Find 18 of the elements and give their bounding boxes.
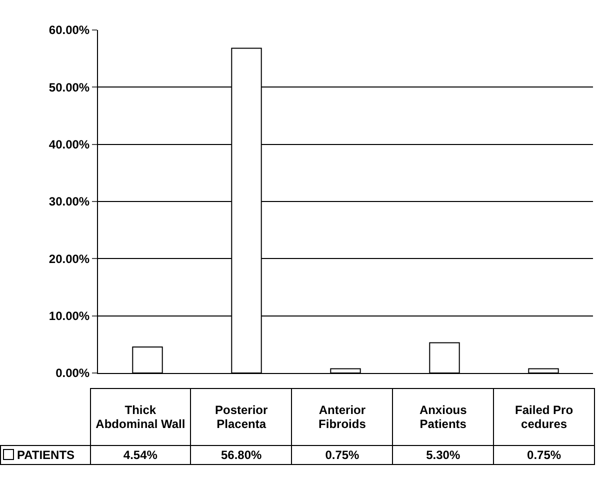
x-tick-label: Thick Abdominal Wall [90,388,191,446]
legend-label: PATIENTS [0,446,90,464]
x-tick-label: Anterior Fibroids [292,388,393,446]
y-tick-label: 30.00% [48,194,90,209]
y-tick-label: 50.00% [48,80,90,94]
y-tick-label: 0.00% [56,366,90,380]
y-tick-label: 20.00% [48,252,90,266]
y-tick-label: 40.00% [48,138,90,152]
x-tick-label: Posterior Placenta [190,388,292,446]
data-label: 0.75% [494,446,594,464]
x-tick-label: Anxious Patients [392,388,494,446]
data-label: 4.54% [90,446,191,464]
data-label: 0.75% [292,446,393,464]
data-label: 5.30% [392,446,494,464]
y-tick-label: 10.00% [48,309,90,324]
y-tick-label: 60.00% [48,23,90,38]
x-tick-label: Failed Pro cedures [494,388,594,446]
data-label: 56.80% [190,446,292,464]
